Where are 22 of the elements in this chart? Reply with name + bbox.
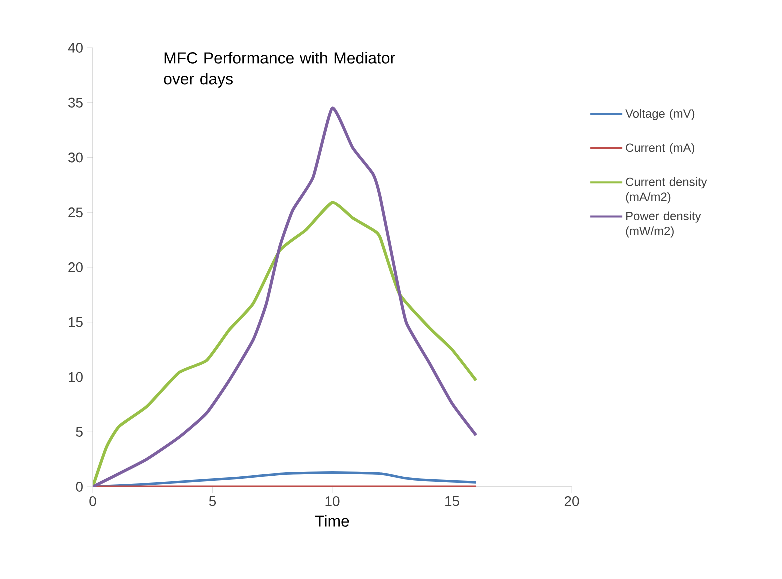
line-series (93, 106, 478, 487)
legend-label: Voltage (mV) (626, 109, 695, 120)
y-tick-label: 5 (76, 427, 83, 437)
x-tick-label: 0 (90, 496, 96, 506)
x-tick-label: 10 (326, 496, 340, 506)
legend-label: Power density (mW/m2) (626, 212, 702, 238)
text: MFC Performance with Mediator over days (164, 52, 396, 88)
y-tick-label: 30 (68, 152, 83, 163)
y-tick-label: 10 (69, 372, 83, 382)
x-axis-title: Time (315, 515, 350, 527)
x-tick-label: 5 (209, 496, 216, 506)
y-tick-label: 20 (68, 262, 83, 272)
legend-label: Current (mA) (626, 143, 695, 155)
y-tick-label: 25 (68, 208, 83, 218)
y-tick-label: 35 (68, 98, 83, 108)
x-tick-label: 20 (564, 496, 580, 506)
legend-label: Current density (mA/m2) (626, 178, 708, 204)
y-tick-label: 15 (69, 318, 83, 328)
y-tick-label: 40 (68, 43, 83, 53)
y-tick-label: 0 (76, 482, 83, 492)
line-series (93, 201, 478, 487)
x-tick-label: 15 (446, 496, 460, 506)
